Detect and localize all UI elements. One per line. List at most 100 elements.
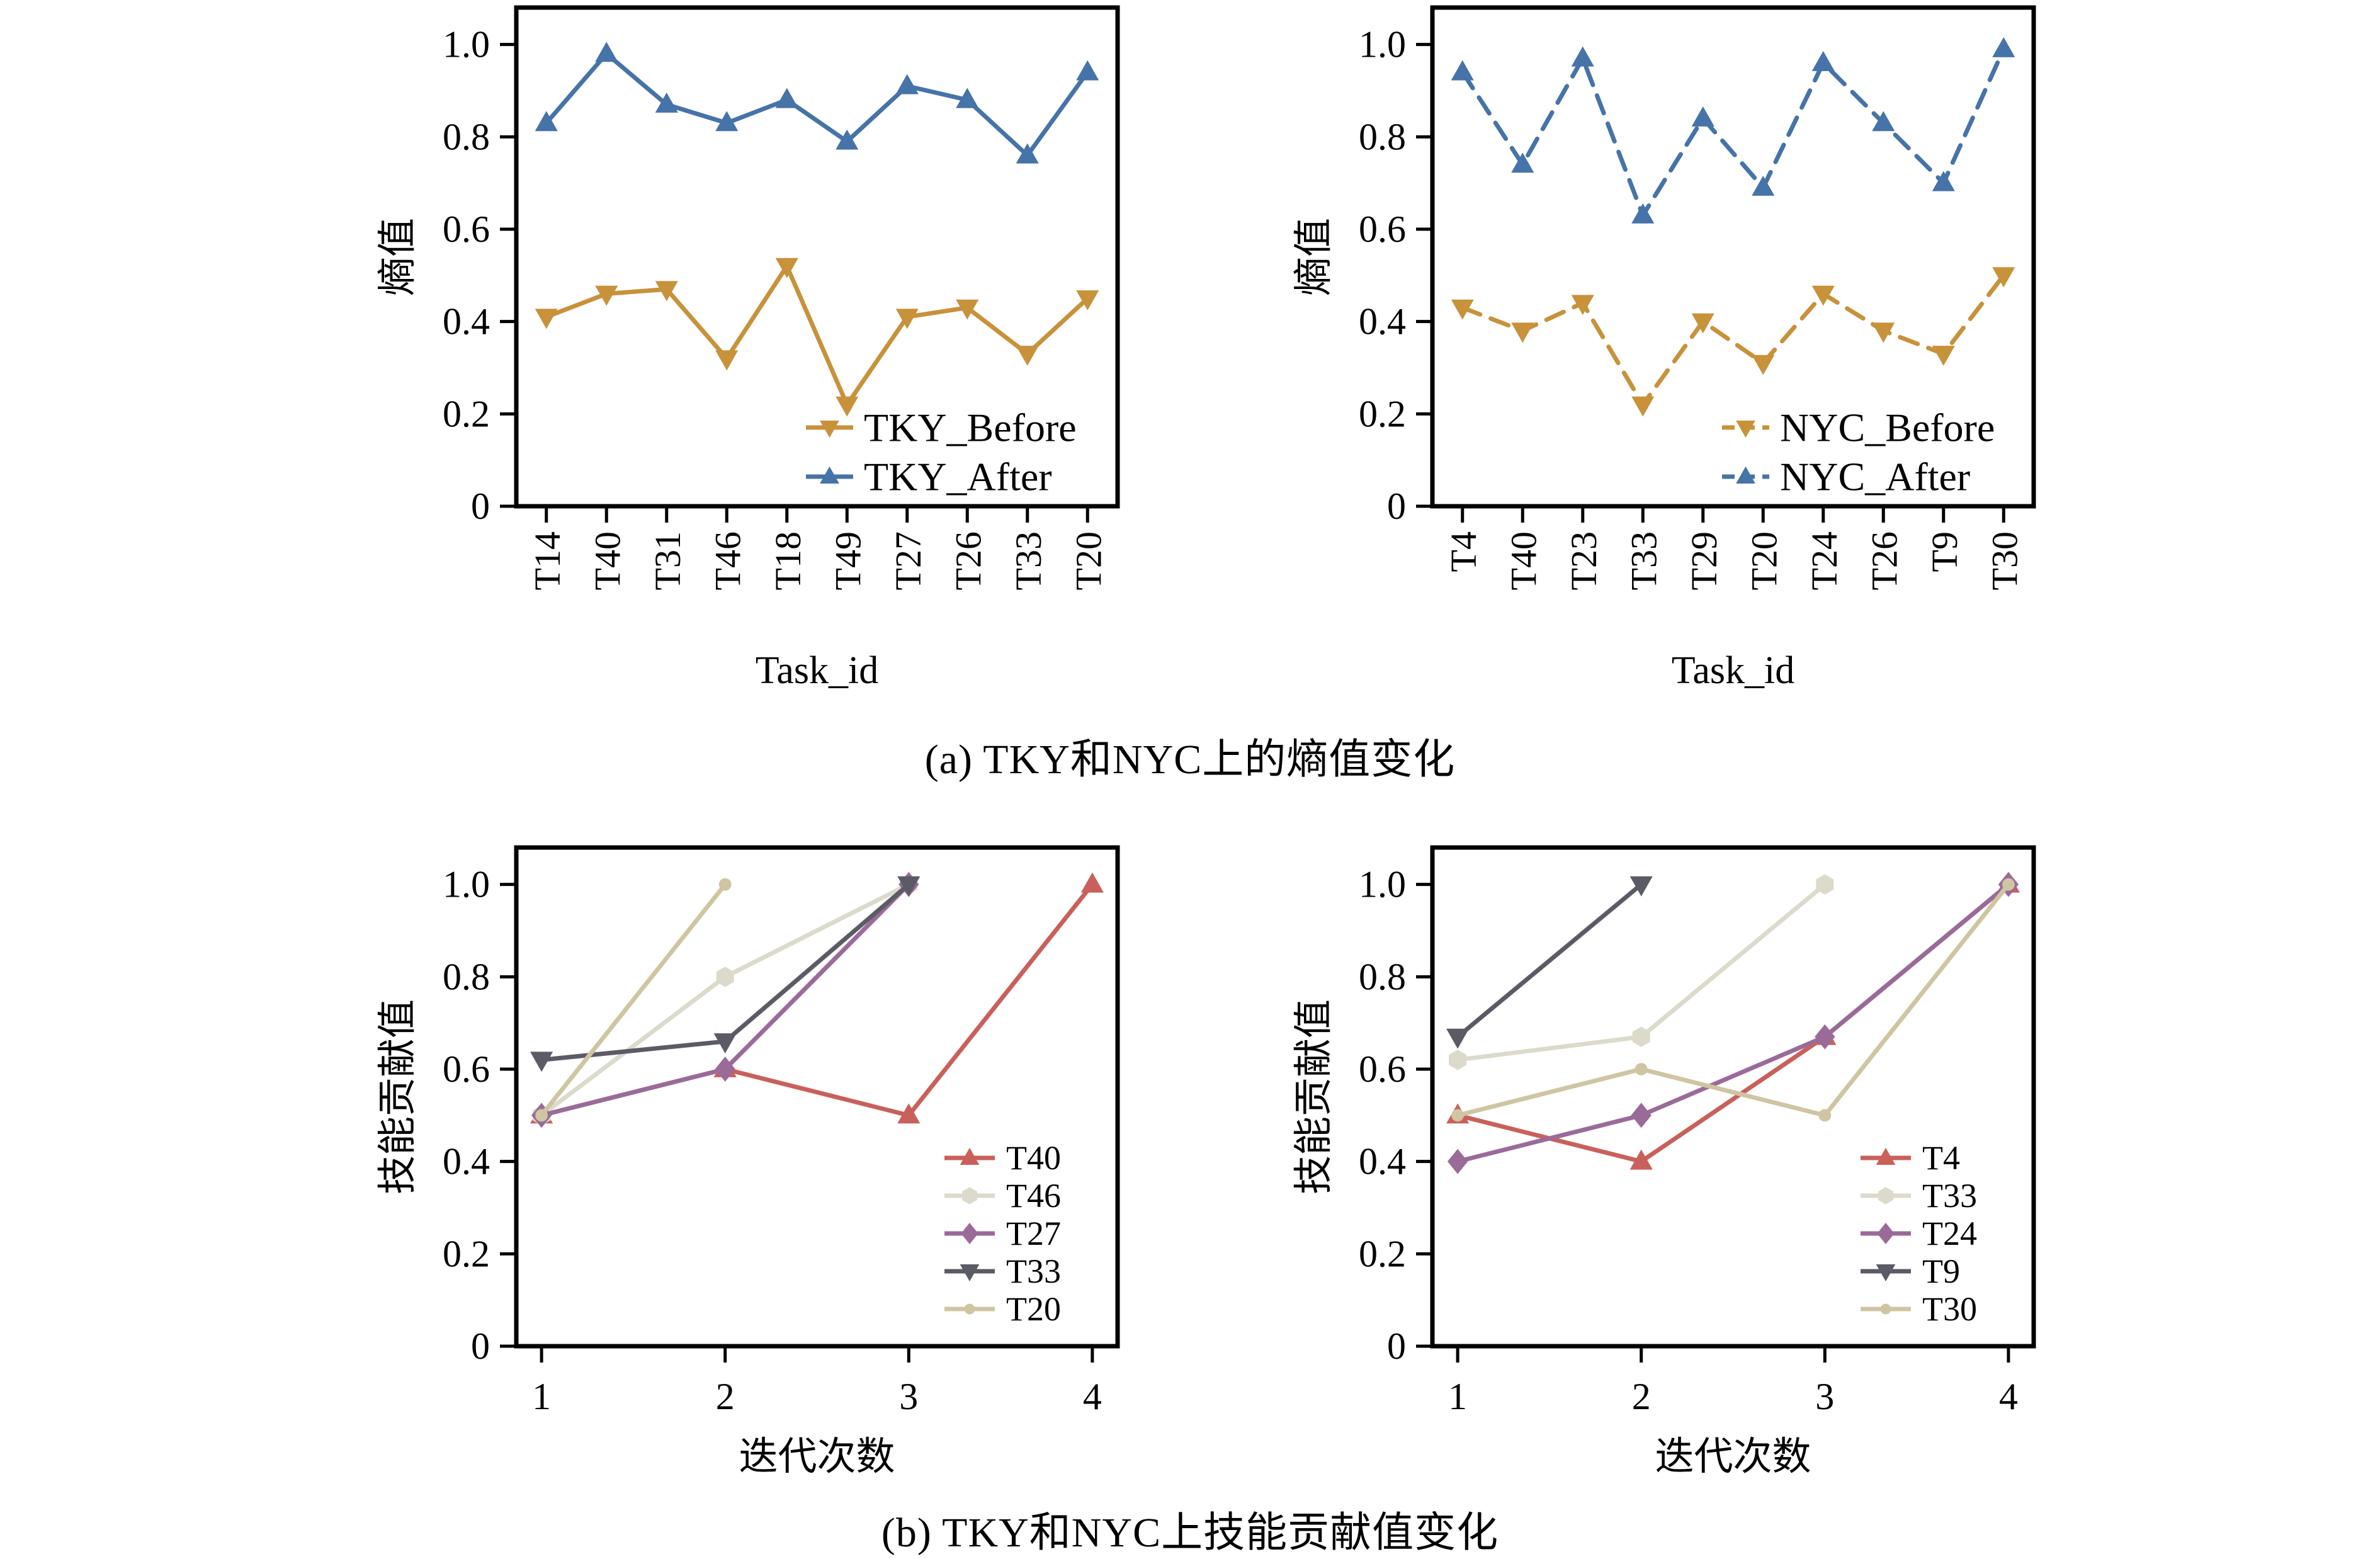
series-marker-T30 <box>1451 1109 1465 1122</box>
legend-label-T27: T27 <box>1006 1215 1061 1252</box>
panel-skill-tky: 0 0.2 0.4 0.6 0.8 1.0 1 2 3 4 迭代次数 技能贡献值 T40 T46 T27 T3… <box>346 840 1190 1495</box>
x-tick-label: T46 <box>707 531 748 590</box>
y-tick-label: 0.2 <box>443 1233 490 1274</box>
series-marker-TKY_After <box>956 88 979 108</box>
series-marker-T46 <box>716 967 734 987</box>
series-marker-T30 <box>2002 878 2015 891</box>
plot-frame <box>514 845 1120 1349</box>
series-line-TKY_After <box>544 51 1090 158</box>
series-marker-NYC_After <box>1992 37 2015 57</box>
series-marker-TKY_Before <box>715 350 739 371</box>
x-tick-label: T29 <box>1684 531 1725 590</box>
series-marker-TKY_Before <box>535 309 558 329</box>
y-tick-label: 0.8 <box>1359 956 1406 997</box>
legend-marker-T40 <box>960 1147 980 1165</box>
panel-entropy-tky: 0 0.2 0.4 0.6 0.8 1.0 T14 T40 T31 T46 T18 T49 T27 T26… <box>346 0 1190 718</box>
x-tick-label: 2 <box>1632 1376 1651 1417</box>
series-marker-NYC_After <box>1631 203 1655 224</box>
plot-frame <box>1430 845 2036 1349</box>
y-tick-label: 0.8 <box>443 956 490 997</box>
y-tick-label: 0.2 <box>1359 393 1406 434</box>
series-marker-T33 <box>1449 1050 1467 1070</box>
series-marker-T40 <box>897 1103 921 1124</box>
legend-marker-T30 <box>1880 1303 1891 1315</box>
y-tick-label: 0.6 <box>443 208 490 250</box>
legend-label-T20: T20 <box>1006 1290 1061 1328</box>
series-marker-TKY_Before <box>836 396 859 417</box>
series-marker-TKY_After <box>895 74 919 94</box>
series-line-NYC_After <box>1460 47 2006 218</box>
series-marker-T9 <box>1629 876 1653 897</box>
x-tick-label: 4 <box>1999 1376 2018 1417</box>
x-tick-label: T14 <box>527 531 568 590</box>
x-tick-label: T24 <box>1804 531 1845 590</box>
series-marker-NYC_After <box>1872 111 1895 132</box>
y-tick-label: 0 <box>471 1325 490 1367</box>
legend-marker-TKY_After <box>820 466 839 484</box>
x-tick-label: 2 <box>716 1376 735 1417</box>
x-tick-label: T27 <box>888 531 929 590</box>
x-tick-label: T18 <box>768 531 808 590</box>
legend-marker-T27 <box>961 1223 978 1244</box>
series-marker-NYC_Before <box>1691 313 1714 334</box>
legend-label-TKY_After: TKY_After <box>864 455 1052 499</box>
series-marker-NYC_Before <box>1811 285 1835 306</box>
series-line-NYC_Before <box>1460 273 2006 407</box>
x-tick-label: T26 <box>948 531 989 590</box>
series-line-TKY_Before <box>544 264 1090 407</box>
x-tick-label: T49 <box>827 531 868 590</box>
series-marker-TKY_After <box>1016 143 1039 164</box>
x-tick-label: T26 <box>1864 531 1905 590</box>
series-marker-NYC_Before <box>1571 295 1594 315</box>
y-axis-label: 技能贡献值 <box>1293 999 1335 1194</box>
y-tick-label: 0.4 <box>443 301 490 343</box>
legend-marker-T33 <box>960 1264 980 1282</box>
x-tick-label: T31 <box>647 531 688 590</box>
x-tick-label: 1 <box>1448 1376 1467 1417</box>
legend-label-T24: T24 <box>1922 1215 1977 1252</box>
y-tick-label: 0 <box>1387 1325 1406 1367</box>
x-tick-label: 3 <box>1815 1376 1834 1417</box>
chart-entropy-tky: 0 0.2 0.4 0.6 0.8 1.0 T14 T40 T31 T46 T18 T49 T27 T26… <box>377 5 1120 692</box>
chart-entropy-nyc: 0 0.2 0.4 0.6 0.8 1.0 T4 T40 T23 T33 T29 T20 T24 T26 T… <box>1293 5 2036 692</box>
caption-a: (a) TKY和NYC上的熵值变化 <box>924 737 1456 783</box>
y-tick-label: 1.0 <box>1359 24 1406 65</box>
x-tick-label: T33 <box>1008 531 1049 590</box>
legend-marker-NYC_After <box>1736 466 1755 484</box>
x-tick-label: T40 <box>1503 531 1544 590</box>
legend-label-T33: T33 <box>1922 1177 1977 1215</box>
plot-frame <box>514 5 1120 509</box>
y-tick-label: 0 <box>1387 485 1406 527</box>
series-line-T4 <box>1455 882 2011 1164</box>
series-marker-TKY_Before <box>1016 346 1039 366</box>
legend-marker-T24 <box>1877 1223 1895 1244</box>
legend-label-T4: T4 <box>1922 1139 1960 1177</box>
y-tick-label: 0.4 <box>1359 301 1406 343</box>
legend-marker-T33 <box>1878 1187 1893 1205</box>
y-tick-label: 0.6 <box>1359 208 1406 250</box>
legend-marker-T4 <box>1876 1147 1896 1165</box>
x-tick-label: 4 <box>1083 1376 1102 1417</box>
y-axis-label: 熵值 <box>1293 218 1335 296</box>
series-marker-NYC_Before <box>1992 267 2015 288</box>
x-axis-label: 迭代次数 <box>739 1436 895 1478</box>
y-tick-label: 1.0 <box>443 24 490 65</box>
series-marker-T30 <box>1818 1109 1832 1122</box>
series-marker-T20 <box>535 1109 548 1122</box>
legend-label-NYC_After: NYC_After <box>1780 455 1970 499</box>
series-marker-T24 <box>1815 1024 1835 1050</box>
y-tick-label: 0.6 <box>1359 1048 1406 1090</box>
x-tick-label: 1 <box>532 1376 551 1417</box>
x-tick-label: T4 <box>1443 531 1484 572</box>
series-marker-T9 <box>1446 1028 1470 1049</box>
x-tick-label: T20 <box>1743 531 1784 590</box>
series-marker-TKY_After <box>836 129 859 150</box>
panel-skill-nyc: 0 0.2 0.4 0.6 0.8 1.0 1 2 3 4 迭代次数 技能贡献值 T4 T33 T24 T9 T… <box>1262 840 2106 1495</box>
y-axis-label: 技能贡献值 <box>377 999 419 1194</box>
series-marker-TKY_Before <box>895 309 919 329</box>
legend-label-T46: T46 <box>1006 1177 1061 1215</box>
y-tick-label: 0.2 <box>1359 1233 1406 1274</box>
series-marker-NYC_After <box>1752 176 1775 196</box>
x-axis-label: Task_id <box>1672 649 1794 692</box>
y-tick-label: 0 <box>471 485 490 527</box>
